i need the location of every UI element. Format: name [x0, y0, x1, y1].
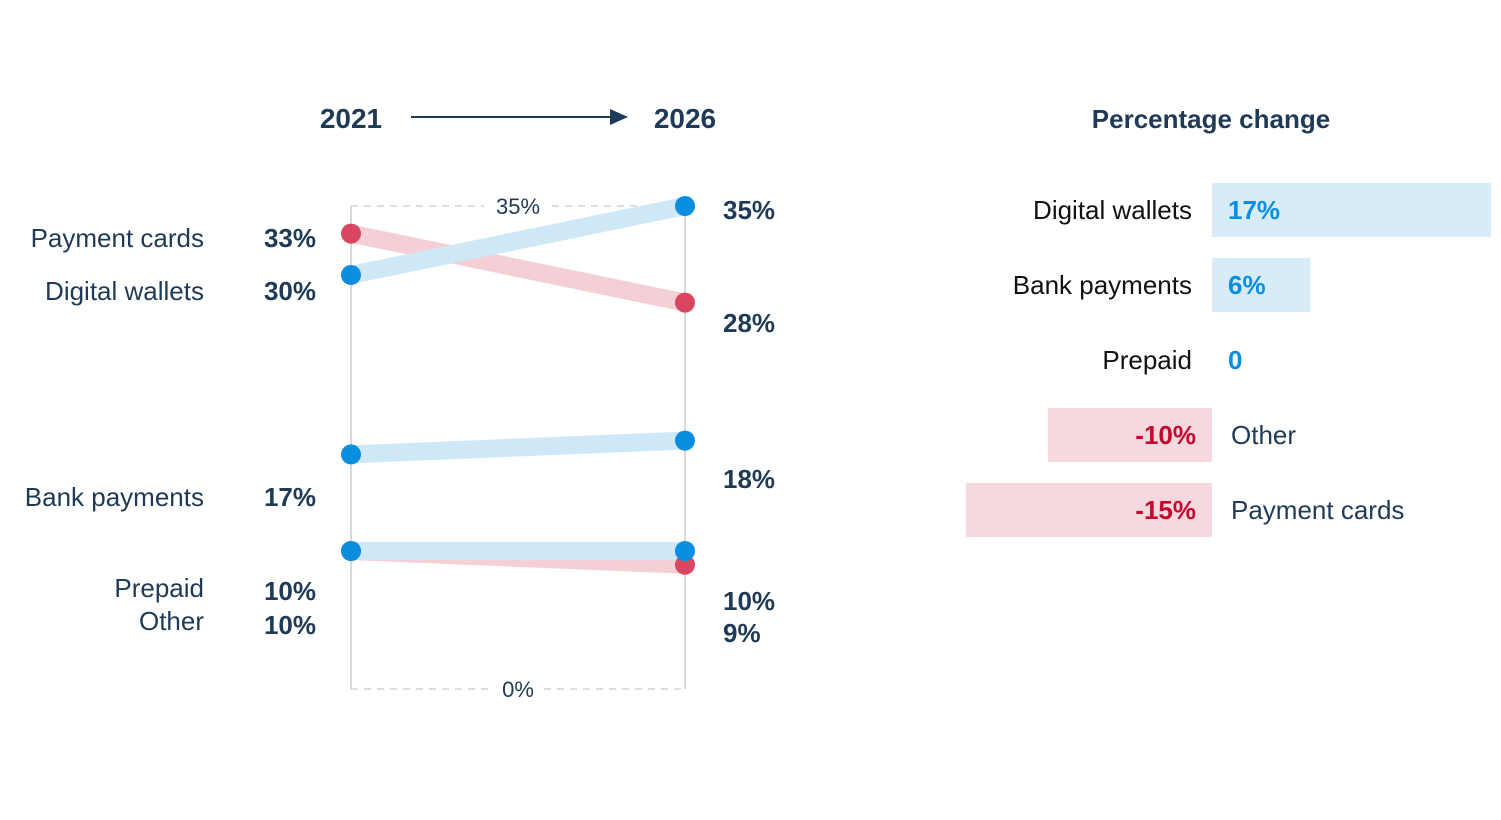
series-name-other: Other [139, 606, 204, 636]
value-2021-prepaid: 10% [264, 576, 316, 606]
bar-category-digital-wallets: Digital wallets [1033, 195, 1192, 225]
value-2026-prepaid: 10% [723, 586, 775, 616]
bar-category-bank-payments: Bank payments [1013, 270, 1192, 300]
dot-2026-bank-payments [675, 430, 695, 451]
series-name-bank-payments: Bank payments [25, 482, 204, 512]
dot-2026-other [675, 554, 695, 575]
value-2026-digital-wallets: 35% [723, 195, 775, 225]
dot-2021-bank-payments [341, 444, 361, 465]
percentage-change-bars: Digital wallets 17% Bank payments 6% Prepaid… [965, 183, 1491, 537]
value-2021-payment-cards: 33% [264, 223, 316, 253]
slope-bands [349, 197, 687, 574]
series-name-digital-wallets: Digital wallets [45, 276, 204, 306]
year-2021-label: 2021 [320, 103, 382, 134]
dot-2026-digital-wallets [675, 196, 695, 216]
dot-2021-prepaid [341, 541, 361, 561]
value-2021-bank-payments: 17% [264, 482, 316, 512]
bar-category-payment-cards: Payment cards [1231, 495, 1404, 525]
bar-value-digital-wallets: 17% [1228, 195, 1280, 225]
year-2026-label: 2026 [654, 103, 716, 134]
bar-other [1047, 408, 1212, 462]
band-bank-payments [350, 431, 686, 464]
value-2026-payment-cards: 28% [723, 308, 775, 338]
bar-value-bank-payments: 6% [1228, 270, 1266, 300]
slope-dots [341, 196, 695, 575]
bar-category-prepaid: Prepaid [1102, 345, 1192, 375]
dot-2021-digital-wallets [341, 265, 361, 285]
bar-bank-payments [1212, 258, 1311, 312]
value-2026-bank-payments: 18% [723, 464, 775, 494]
bar-value-payment-cards: -15% [1135, 495, 1196, 525]
tick-label-bottom: 0% [502, 677, 534, 702]
band-payment-cards [349, 224, 687, 312]
bar-digital-wallets [1212, 183, 1491, 237]
value-2021-digital-wallets: 30% [264, 276, 316, 306]
arrow-head-icon [610, 109, 628, 125]
slope-labels: Payment cards 33% 28% Digital wallets 30% 35%… [25, 195, 775, 648]
bar-payment-cards [965, 483, 1212, 537]
bar-category-other: Other [1231, 420, 1296, 450]
dot-2021-payment-cards [341, 223, 361, 244]
value-2026-other: 9% [723, 618, 761, 648]
bar-chart-title: Percentage change [1092, 104, 1330, 134]
bar-value-prepaid: 0 [1228, 345, 1242, 375]
tick-label-top: 35% [496, 194, 540, 219]
series-name-payment-cards: Payment cards [31, 223, 204, 253]
dot-2026-payment-cards [675, 292, 695, 313]
bar-value-other: -10% [1135, 420, 1196, 450]
dot-2026-prepaid [675, 541, 695, 561]
value-2021-other: 10% [264, 610, 316, 640]
series-name-prepaid: Prepaid [114, 573, 204, 603]
band-digital-wallets [349, 197, 687, 284]
